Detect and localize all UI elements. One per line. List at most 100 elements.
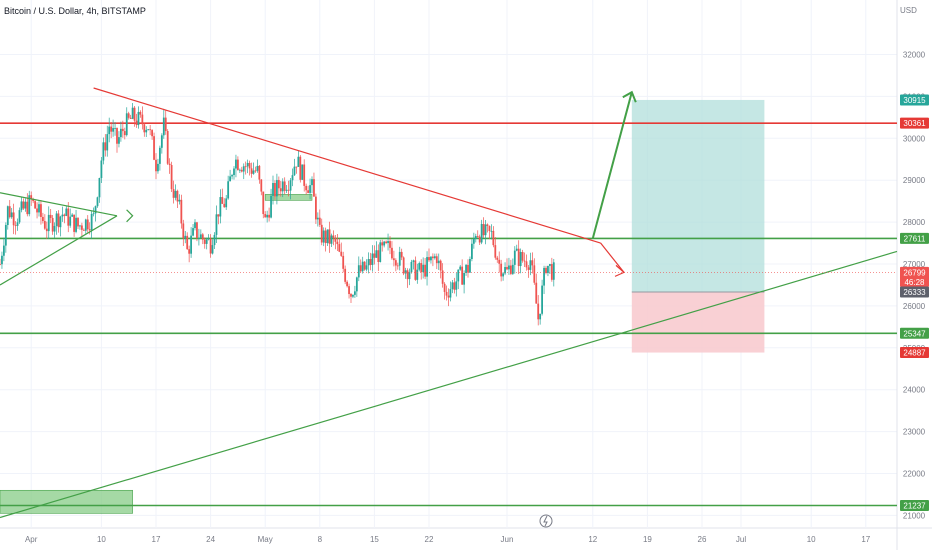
candle-body (484, 224, 487, 236)
candle-body (30, 195, 33, 199)
candle-body (238, 169, 241, 171)
candle-body (309, 185, 311, 193)
x-tick-label: Apr (25, 535, 38, 544)
candle-body (151, 130, 153, 137)
candle-body (492, 230, 495, 246)
candle-body (159, 147, 161, 164)
candle-body (231, 175, 233, 177)
candle-body (79, 225, 81, 227)
candle-body (537, 303, 540, 320)
candle-body (196, 222, 198, 238)
candle-body (311, 179, 313, 186)
candle-body (75, 217, 77, 232)
candle-body (114, 128, 116, 129)
candle-body (363, 261, 366, 270)
candle-body (233, 168, 235, 176)
candle-body (219, 197, 222, 217)
candle-body (166, 131, 169, 164)
candle-body (424, 264, 426, 277)
candle-body (373, 253, 376, 258)
x-tick-label: 17 (861, 535, 870, 544)
candle-body (469, 259, 471, 273)
candle-body (359, 265, 362, 272)
y-tick-label: 30000 (903, 134, 926, 143)
candle-body (67, 208, 70, 226)
candle-body (276, 180, 278, 197)
candle-body (121, 128, 124, 132)
candle-body (523, 260, 526, 262)
price-tag-26799 (900, 266, 929, 287)
candle-body (71, 214, 74, 217)
candle-body (225, 198, 228, 208)
candle-body (207, 238, 210, 240)
candle-body (338, 244, 341, 252)
loss-zone (631, 291, 765, 353)
candle-body (320, 224, 323, 243)
candle-body (550, 264, 553, 280)
candle-body (116, 128, 118, 144)
candle-body (525, 261, 528, 268)
candle-body (402, 257, 405, 274)
candle-body (145, 129, 148, 133)
candle-body (342, 255, 345, 269)
candle-body (445, 291, 448, 296)
price-tag-30361 (900, 117, 929, 129)
candle-body (348, 286, 350, 295)
candle-body (471, 243, 473, 260)
candle-body (84, 219, 87, 231)
candle-body (65, 208, 68, 216)
candle-body (451, 282, 454, 290)
candle-body (369, 258, 372, 265)
candle-body (459, 266, 462, 270)
price-tag-30915 (900, 94, 929, 106)
price-tag-text: 26799 (903, 268, 926, 277)
candle-body (244, 166, 247, 168)
candle-body (14, 225, 17, 227)
price-tag-text: 27611 (904, 234, 926, 243)
candle-body (465, 264, 467, 274)
candle-body (53, 225, 56, 232)
candle-body (549, 264, 551, 266)
candle-body (365, 265, 368, 270)
candle-body (4, 225, 7, 246)
x-tick-label: 22 (425, 535, 434, 544)
candle-body (268, 214, 270, 218)
candle-body (531, 260, 534, 266)
candle-body (486, 224, 489, 226)
candle-body (435, 256, 438, 264)
candle-body (461, 266, 464, 285)
candle-body (77, 217, 79, 227)
candle-body (517, 248, 520, 267)
candle-body (472, 238, 475, 244)
candle-body (162, 117, 165, 136)
candle-body (24, 201, 27, 209)
candle-body (69, 216, 72, 226)
candle-body (322, 230, 325, 243)
candle-body (28, 195, 31, 215)
x-tick-label: 15 (370, 535, 379, 544)
candle-body (32, 198, 35, 202)
y-tick-label: 21000 (903, 511, 926, 520)
candle-body (463, 273, 465, 285)
price-tag-text: 21237 (903, 501, 926, 510)
candle-body (313, 179, 315, 197)
candle-body (254, 170, 257, 172)
candle-body (123, 131, 126, 136)
candle-body (318, 217, 321, 225)
candle-body (500, 263, 503, 277)
candle-body (344, 268, 347, 282)
x-tick-label: Jul (736, 535, 746, 544)
candle-body (305, 185, 308, 191)
candle-body (22, 201, 25, 209)
candle-body (385, 241, 387, 244)
candle-body (157, 163, 159, 172)
candle-body (49, 214, 52, 218)
candle-body (289, 180, 292, 191)
candle-body (355, 277, 358, 292)
candle-body (45, 228, 48, 232)
candle-body (51, 217, 54, 232)
trendline-2 (0, 192, 118, 217)
candle-body (295, 166, 298, 168)
